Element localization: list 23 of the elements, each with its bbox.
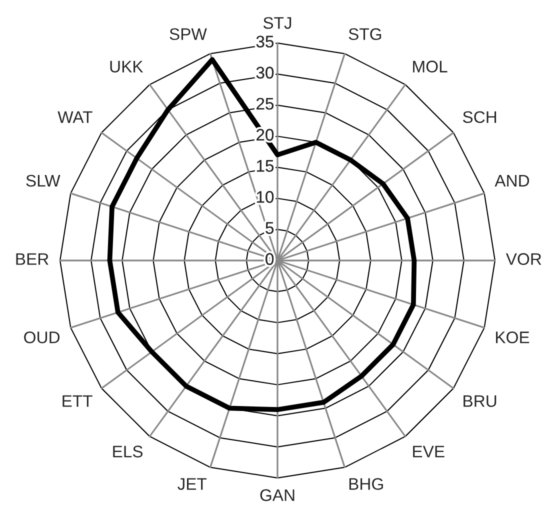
spoke-label: OUD <box>24 332 60 344</box>
spoke-label: ETT <box>62 395 92 407</box>
spoke-label: BHG <box>349 478 383 490</box>
spoke-label: JET <box>178 478 207 490</box>
spoke-label: SCH <box>462 111 496 123</box>
y-tick-label: 30 <box>256 66 274 79</box>
spoke-label: BER <box>16 253 48 265</box>
y-tick-label: 25 <box>256 98 274 110</box>
spoke-label: BRU <box>464 395 496 407</box>
spoke-label: SLW <box>26 174 60 187</box>
spoke-label: UKK <box>110 60 144 72</box>
spoke-label: KOE <box>496 332 530 344</box>
spoke-label: VOR <box>506 253 542 265</box>
y-tick-label: 35 <box>256 36 274 48</box>
spoke-label: AND <box>494 175 530 186</box>
spoke-label: MOL <box>413 60 448 72</box>
spoke-label: EVE <box>413 446 444 458</box>
spoke-label: SPW <box>170 28 207 40</box>
spoke-label: STJ <box>263 17 292 29</box>
spoke-label: ELS <box>113 446 143 458</box>
spoke-label: STG <box>348 28 382 40</box>
spoke-label: WAT <box>58 111 92 123</box>
spoke-label: GAN <box>260 489 294 502</box>
